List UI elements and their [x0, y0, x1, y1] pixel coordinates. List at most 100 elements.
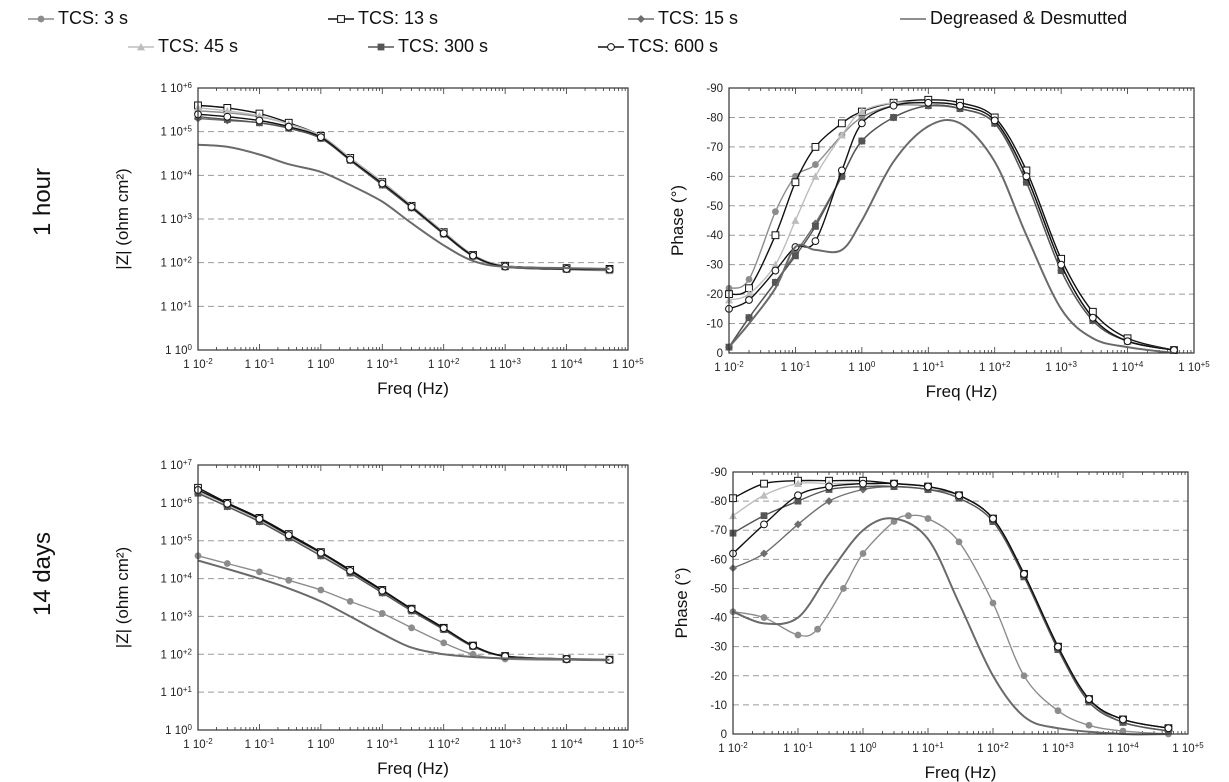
- data-point: [1123, 337, 1132, 346]
- series-line: [732, 482, 1169, 732]
- data-point: [771, 266, 780, 275]
- y-tick-label: -50: [710, 583, 727, 595]
- data-point: [858, 137, 866, 145]
- series-tcs-13-s: [194, 101, 614, 273]
- data-point: [989, 514, 997, 523]
- data-point: [794, 479, 802, 488]
- legend-swatch: [328, 14, 354, 23]
- series-tcs-600-s: [194, 485, 614, 664]
- data-point: [1088, 313, 1097, 322]
- data-point: [857, 107, 866, 115]
- data-point: [955, 491, 963, 500]
- x-tick-label: 1 10+3: [489, 737, 521, 751]
- legend-swatch: [368, 43, 394, 50]
- data-point: [223, 560, 231, 567]
- data-point: [317, 586, 325, 594]
- data-point: [955, 538, 963, 546]
- legend-marker: [607, 42, 615, 51]
- row-label-1-hour: 1 hour: [29, 167, 56, 237]
- x-tick-label: 1 10-2: [718, 741, 748, 755]
- legend-item-tcs-45-s: TCS: 45 s: [128, 36, 238, 57]
- data-point: [858, 114, 866, 121]
- data-point: [837, 166, 846, 175]
- data-point: [760, 479, 768, 488]
- impedance-chart-1-hour: 1 100 1 10+1 1 10+2 1 10+3 1 10+4 1 10+5 1 10+…: [113, 81, 644, 398]
- data-point: [792, 252, 799, 260]
- data-point: [223, 106, 232, 115]
- x-tick-label: 1 10+3: [489, 357, 521, 371]
- x-tick-label: 1 100: [307, 357, 334, 371]
- y-tick-label: -60: [710, 554, 727, 566]
- data-point: [890, 479, 898, 488]
- data-point: [990, 116, 999, 125]
- y-tick-label: 1 10+7: [160, 458, 192, 472]
- x-tick-label: 1 10-1: [245, 737, 275, 751]
- data-point: [838, 172, 846, 180]
- x-axis-label: Freq (Hz): [926, 382, 998, 401]
- data-point: [772, 208, 779, 216]
- y-tick-label: -50: [706, 201, 723, 213]
- data-point: [745, 296, 753, 304]
- series-line: [732, 482, 1169, 729]
- y-tick-label: 1 10+6: [160, 81, 192, 95]
- data-point: [1054, 707, 1062, 715]
- series-tcs-15-s: [729, 482, 1173, 736]
- legend-item-tcs-600-s: TCS: 600 s: [598, 36, 718, 57]
- data-point: [794, 631, 802, 639]
- series-tcs-600-s: [194, 110, 614, 274]
- data-point: [956, 101, 964, 110]
- data-point: [744, 290, 753, 298]
- legend-label: TCS: 45 s: [158, 36, 239, 56]
- plot-frame: [732, 471, 1189, 735]
- series-line: [732, 514, 1169, 735]
- x-tick-label: 1 10-1: [781, 360, 811, 374]
- y-tick-label: 1 10+4: [160, 168, 192, 182]
- series-degreased-desmutted: [728, 118, 1175, 354]
- y-tick-label: 1 10+3: [160, 212, 192, 226]
- y-tick-label: -30: [710, 642, 727, 654]
- series-tcs-45-s: [194, 103, 614, 275]
- legend-label: TCS: 3 s: [58, 8, 129, 28]
- legend-item-tcs-3-s: TCS: 3 s: [28, 8, 128, 29]
- series-line: [728, 104, 1175, 351]
- x-tick-label: 1 10+4: [1112, 360, 1144, 374]
- y-tick-label: -90: [710, 467, 727, 479]
- y-tick-label: -40: [706, 230, 723, 242]
- x-tick-label: 1 10+5: [612, 357, 644, 371]
- legend-item-degreased-desmutted: Degreased & Desmutted: [900, 8, 1127, 29]
- legend-label: Degreased & Desmutted: [930, 8, 1128, 28]
- data-point: [223, 499, 232, 508]
- series-line: [197, 559, 610, 661]
- data-point: [255, 514, 264, 523]
- data-point: [760, 549, 769, 558]
- legend-swatch: [128, 42, 154, 50]
- data-point: [256, 568, 263, 576]
- data-point: [794, 491, 802, 500]
- series-tcs-3-s: [729, 512, 1172, 738]
- series-line: [197, 104, 610, 270]
- data-point: [1119, 715, 1127, 724]
- y-tick-label: 1 10+4: [160, 572, 192, 586]
- legend-marker: [637, 14, 645, 23]
- y-tick-label: -60: [706, 171, 723, 183]
- data-point: [1022, 172, 1031, 181]
- series-tcs-45-s: [725, 98, 1179, 354]
- x-tick-label: 1 10+5: [1172, 741, 1204, 755]
- row-label-14-days: 14 days: [29, 531, 56, 617]
- plot-frame: [197, 464, 629, 731]
- x-tick-label: 1 10-1: [245, 357, 275, 371]
- data-point: [811, 142, 820, 151]
- x-tick-label: 1 100: [848, 360, 875, 374]
- legend-swatch: [628, 14, 654, 23]
- data-point: [812, 222, 819, 230]
- data-point: [794, 497, 802, 505]
- legend-label: TCS: 13 s: [358, 8, 439, 28]
- data-point: [440, 639, 448, 647]
- data-point: [989, 599, 997, 607]
- legend-swatch: [28, 15, 54, 22]
- data-point: [378, 179, 387, 188]
- data-point: [812, 161, 819, 168]
- series-tcs-600-s: [725, 98, 1178, 354]
- data-point: [255, 116, 264, 125]
- y-tick-label: 1 10+2: [160, 647, 192, 661]
